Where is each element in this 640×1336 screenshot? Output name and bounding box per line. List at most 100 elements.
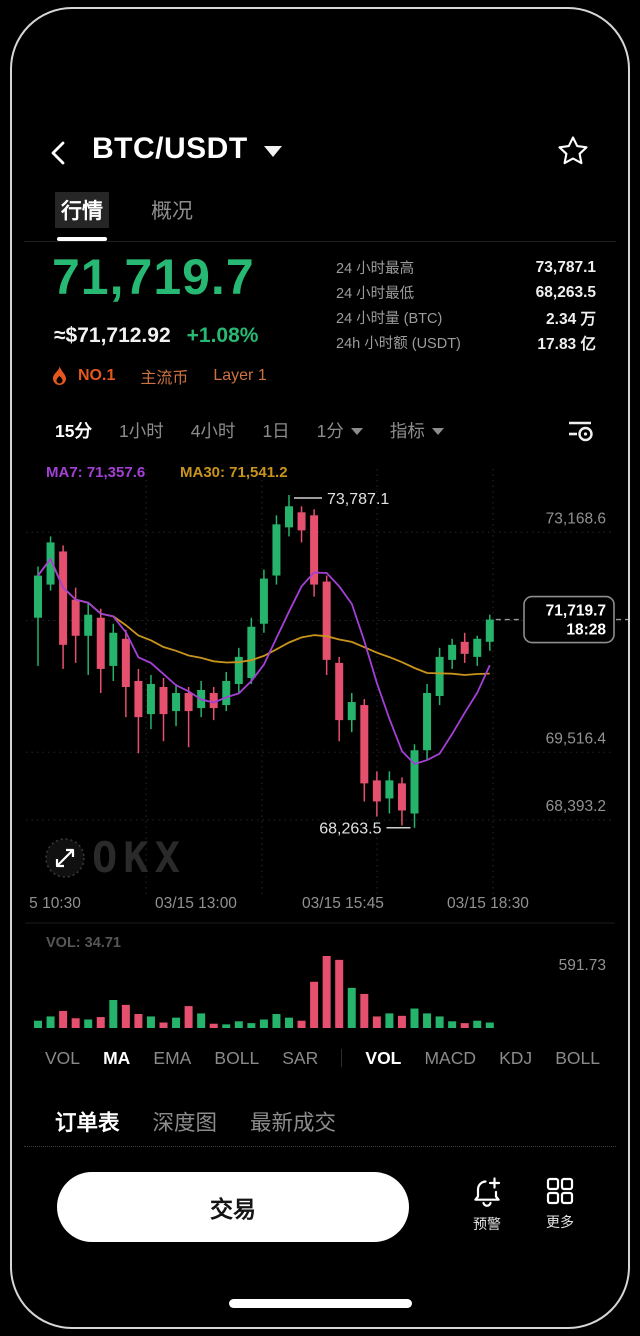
tab-最新成交[interactable]: 最新成交 (250, 1111, 337, 1135)
candle-body (71, 599, 80, 636)
candle-body (310, 515, 319, 585)
stat-row: 24 小时量 (BTC) 2.34 万 (336, 305, 596, 330)
indicator-tabs: VOL MA EMA BOLL SAR VOL MACD KDJ BOLL (45, 1040, 600, 1076)
volume-bar (59, 1010, 68, 1028)
indicator-boll-3[interactable]: BOLL (214, 1047, 260, 1068)
back-button[interactable] (44, 138, 74, 168)
volume-bar (448, 1021, 457, 1028)
volume-bar (460, 1023, 469, 1028)
candles-layer (34, 495, 494, 828)
tab-深度图[interactable]: 深度图 (152, 1111, 218, 1135)
indicator-ma-1[interactable]: MA (103, 1047, 131, 1068)
tab-订单表[interactable]: 订单表 (55, 1111, 120, 1135)
candle-body (410, 750, 419, 814)
volume-bar (259, 1019, 268, 1028)
stat-value: 73,787.1 (535, 258, 596, 276)
volume-bar (473, 1020, 482, 1028)
header: BTC/USDT (0, 130, 640, 178)
chevron-left-icon (51, 141, 65, 165)
indicator-settings-icon (569, 421, 593, 442)
candle-body (322, 581, 331, 660)
stats-panel: 24 小时最高 73,787.1 24 小时最低 68,263.5 24 小时量 (BT… (336, 255, 596, 355)
candle-body (184, 693, 193, 712)
candle-body (222, 680, 231, 706)
x-axis-label: 03/15 15:45 (302, 895, 384, 912)
last-price: 71,719.7 (52, 249, 255, 305)
volume-bars (34, 956, 494, 1028)
candle-body (473, 638, 482, 657)
stat-label: 24 小时最低 (336, 286, 415, 302)
timeframe-1小时[interactable]: 1小时 (118, 420, 164, 441)
tag-badge: 主流币 (140, 370, 189, 387)
candle-body (485, 619, 494, 642)
stat-row: 24 小时最低 68,263.5 (336, 280, 596, 305)
indicator-settings-button[interactable] (564, 414, 596, 446)
svg-text:71,719.7: 71,719.7 (546, 603, 606, 620)
volume-bar (297, 1020, 306, 1028)
indicator-vol-5[interactable]: VOL (365, 1047, 402, 1068)
price-chart[interactable]: 73,168.671,702.869,516.468,393.2OKXMA7: … (0, 455, 640, 920)
indicator-sar-4[interactable]: SAR (282, 1047, 319, 1068)
orderbook-tabs: 订单表 深度图 最新成交 (55, 1106, 336, 1137)
volume-bar (272, 1014, 281, 1028)
stat-value: 68,263.5 (535, 283, 596, 301)
divider (341, 1049, 343, 1067)
volume-bar (247, 1023, 256, 1028)
volume-bar (485, 1022, 494, 1028)
volume-bar (222, 1024, 231, 1028)
fiat-row: ≈$71,712.92 +1.08% (54, 324, 258, 348)
indicator-vol-0[interactable]: VOL (45, 1047, 81, 1068)
timeframe-15分[interactable]: 15分 (55, 420, 92, 441)
volume-axis-label: 591.73 (559, 957, 606, 974)
volume-bar (159, 1022, 168, 1028)
candle-body (297, 512, 306, 531)
tab-概况[interactable]: 概况 (151, 200, 193, 223)
divider (24, 241, 616, 242)
timeframe-1分[interactable]: 1分 (317, 418, 363, 443)
pair-selector[interactable]: BTC/USDT (92, 132, 282, 166)
y-axis-label: 68,393.2 (546, 798, 606, 815)
candle-body (46, 542, 55, 585)
volume-bar (310, 981, 319, 1028)
expand-arrows-icon[interactable] (45, 838, 85, 878)
svg-text:OKX: OKX (92, 833, 186, 882)
svg-text:18:28: 18:28 (566, 622, 606, 639)
fiat-price: ≈$71,712.92 (54, 324, 171, 347)
caret-down-icon (431, 427, 444, 435)
home-indicator[interactable] (229, 1299, 412, 1308)
alert-label: 预警 (473, 1216, 501, 1232)
volume-chart[interactable]: VOL: 34.71 591.73 (0, 922, 640, 1040)
trade-button[interactable]: 交易 (57, 1172, 409, 1242)
timeframe-指标[interactable]: 指标 (390, 418, 444, 443)
volume-bar (209, 1023, 218, 1028)
volume-bar (109, 1000, 118, 1028)
volume-legend: VOL: 34.71 (46, 935, 121, 951)
volume-bar (435, 1016, 444, 1028)
stat-label: 24 小时量 (BTC) (336, 311, 443, 327)
favorite-button[interactable] (556, 134, 590, 168)
last-price-tag[interactable]: 71,719.7 18:28 (523, 595, 615, 644)
more-button[interactable]: 更多 (528, 1176, 592, 1232)
volume-bar (146, 1016, 155, 1028)
indicator-kdj-7[interactable]: KDJ (499, 1047, 533, 1068)
volume-bar (423, 1013, 432, 1028)
candle-body (172, 693, 181, 712)
candle-body (347, 702, 356, 721)
candle-body (397, 783, 406, 811)
timeframe-tabs: 15分 1小时 4小时 1日 1分 指标 (55, 412, 540, 448)
high-annotation: 73,787.1 (327, 491, 389, 508)
indicator-ema-2[interactable]: EMA (153, 1047, 192, 1068)
indicator-macd-6[interactable]: MACD (424, 1047, 476, 1068)
candle-body (385, 780, 394, 799)
volume-bar (84, 1019, 93, 1028)
volume-bar (372, 1016, 381, 1028)
tab-行情[interactable]: 行情 (55, 192, 109, 241)
candle-body (460, 641, 469, 654)
alert-button[interactable]: 预警 (455, 1176, 519, 1234)
indicator-boll-8[interactable]: BOLL (555, 1047, 600, 1068)
timeframe-1日[interactable]: 1日 (262, 420, 290, 441)
stat-label: 24 小时最高 (336, 261, 415, 277)
timeframe-4小时[interactable]: 4小时 (190, 420, 236, 441)
volume-bar (360, 993, 369, 1028)
